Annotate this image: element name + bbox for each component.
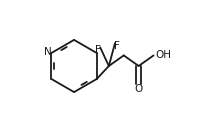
Text: OH: OH <box>155 50 171 60</box>
Text: O: O <box>135 84 143 94</box>
Text: F: F <box>114 41 120 51</box>
Text: F: F <box>95 45 101 55</box>
Text: N: N <box>45 47 52 57</box>
